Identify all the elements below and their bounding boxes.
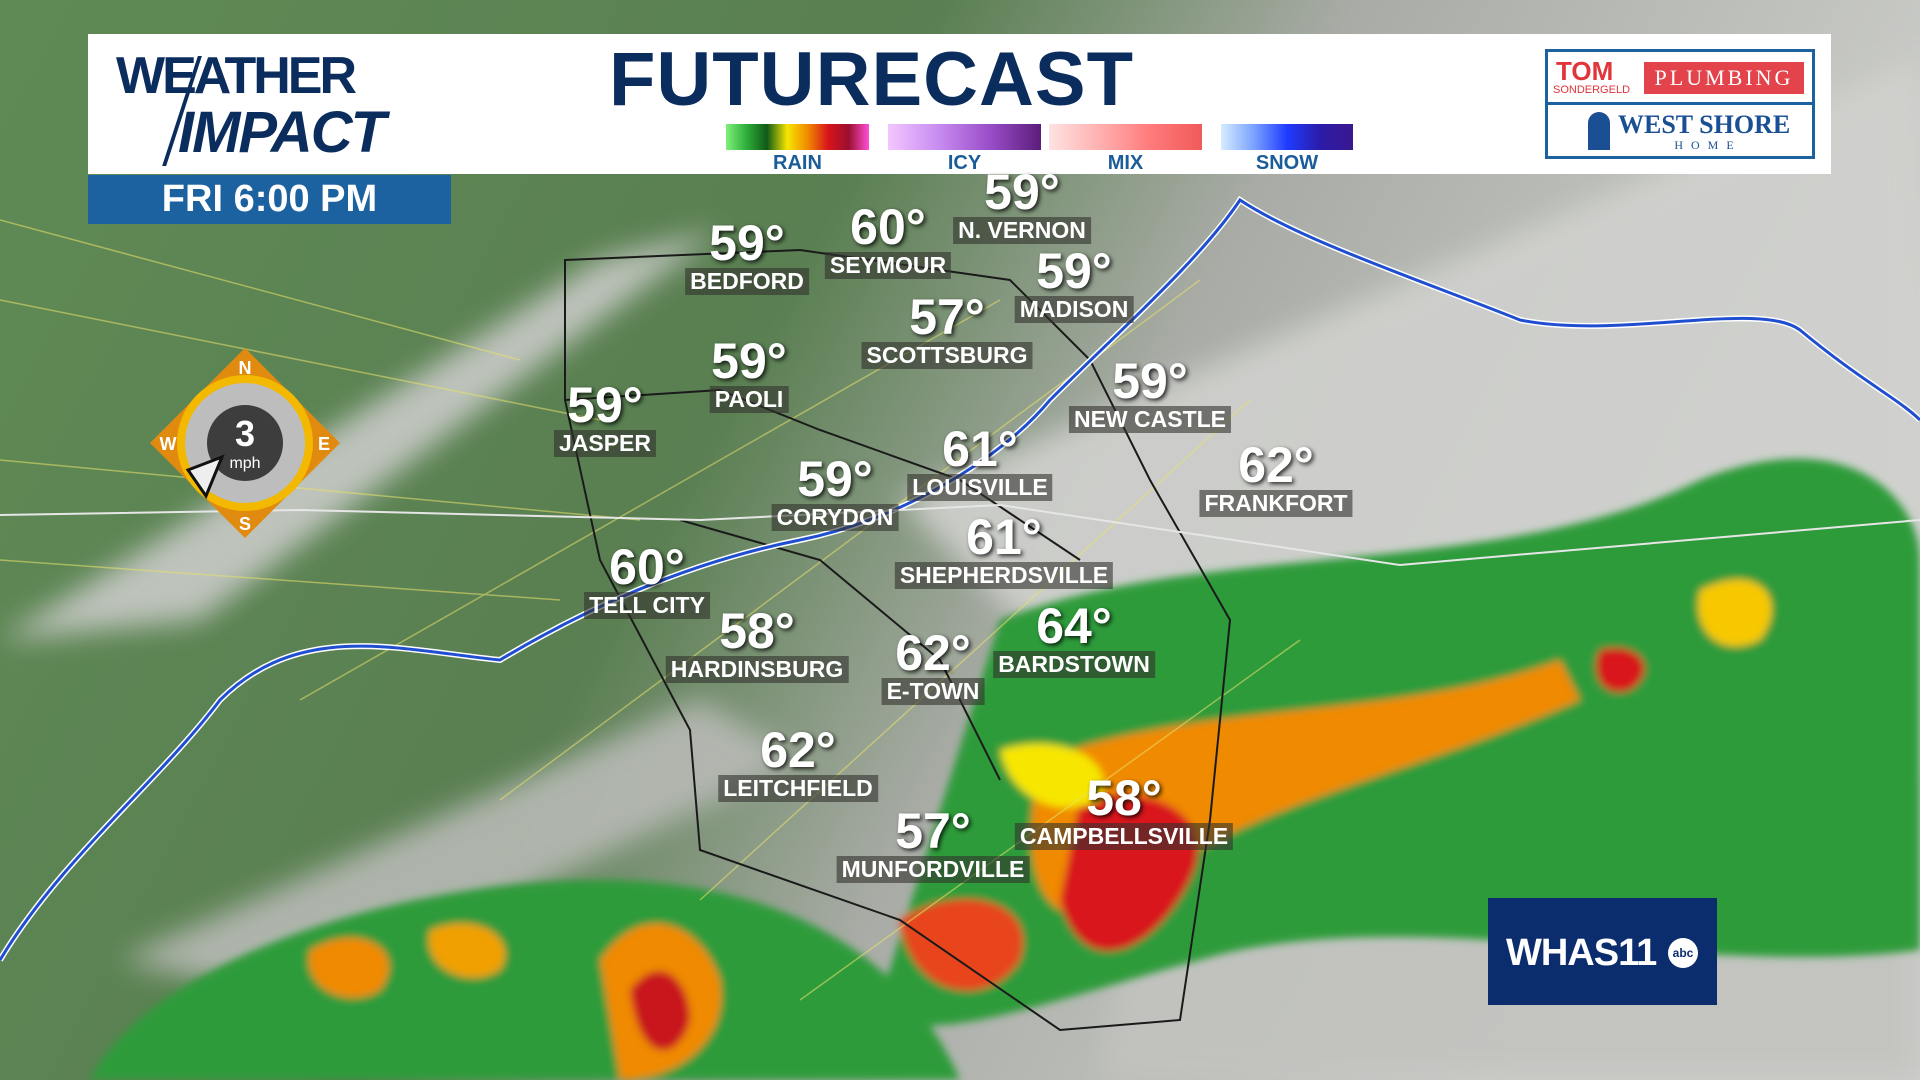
city-name: MADISON bbox=[1014, 296, 1134, 324]
legend-bar bbox=[726, 124, 869, 150]
city-name: FRANKFORT bbox=[1199, 490, 1353, 518]
city-name: MUNFORDVILLE bbox=[836, 856, 1030, 884]
window-icon bbox=[1588, 112, 1610, 150]
city-temp: 62° bbox=[1238, 437, 1314, 493]
city-label: 64° BARDSTOWN bbox=[993, 598, 1155, 679]
city-name: TELL CITY bbox=[584, 592, 710, 620]
compass-s: S bbox=[239, 514, 251, 534]
city-name: CAMPBELLSVILLE bbox=[1014, 823, 1234, 851]
city-name: SHEPHERDSVILLE bbox=[894, 562, 1114, 590]
sponsor-sondergeld: SONDERGELD bbox=[1553, 84, 1631, 96]
header-bar: WEATHER IMPACT FUTURECAST RAIN ICY MIX S… bbox=[88, 34, 1831, 174]
wind-compass: N E S W 3 mph bbox=[146, 344, 344, 542]
city-name: HARDINSBURG bbox=[665, 656, 849, 684]
city-label: 59° CORYDON bbox=[771, 451, 899, 532]
legend-bar bbox=[1221, 124, 1353, 150]
sponsor-tom: TOM bbox=[1556, 56, 1614, 86]
city-name: BEDFORD bbox=[685, 268, 809, 296]
compass-w: W bbox=[160, 434, 177, 454]
city-label: 60° SEYMOUR bbox=[824, 199, 952, 280]
city-label: 59° NEW CASTLE bbox=[1068, 353, 1232, 434]
city-name: SEYMOUR bbox=[824, 252, 952, 280]
city-temp: 59° bbox=[1112, 353, 1188, 409]
city-label: 62° FRANKFORT bbox=[1199, 437, 1353, 518]
city-label: 61° SHEPHERDSVILLE bbox=[894, 509, 1114, 590]
city-temp: 58° bbox=[719, 603, 795, 659]
station-call: WHAS11 bbox=[1506, 932, 1657, 974]
city-temp: 59° bbox=[984, 164, 1060, 220]
city-name: JASPER bbox=[553, 430, 657, 458]
legend-label: RAIN bbox=[773, 152, 822, 174]
city-temp: 59° bbox=[797, 451, 873, 507]
city-temp: 61° bbox=[966, 509, 1042, 565]
city-temp: 57° bbox=[909, 289, 985, 345]
city-temp: 57° bbox=[895, 803, 971, 859]
legend-snow: SNOW bbox=[1221, 124, 1353, 174]
city-name: E-TOWN bbox=[881, 678, 985, 706]
city-temp: 59° bbox=[709, 215, 785, 271]
city-label: 58° HARDINSBURG bbox=[665, 603, 849, 684]
abc-logo: abc bbox=[1668, 938, 1698, 968]
page-title: FUTURECAST bbox=[608, 37, 1135, 122]
city-label: 61° LOUISVILLE bbox=[907, 421, 1053, 502]
compass-icon: N E S W 3 mph bbox=[150, 348, 340, 538]
legend-rain: RAIN bbox=[726, 124, 869, 174]
city-label: 62° LEITCHFIELD bbox=[718, 722, 878, 803]
city-label: 59° N. VERNON bbox=[953, 164, 1091, 245]
city-temp: 59° bbox=[711, 333, 787, 389]
city-label: 59° PAOLI bbox=[709, 333, 789, 414]
city-name: CORYDON bbox=[771, 504, 899, 532]
city-label: 59° MADISON bbox=[1014, 243, 1134, 324]
wind-speed: 3 bbox=[235, 413, 255, 454]
city-temp: 61° bbox=[942, 421, 1018, 477]
sponsor-logo: TOM SONDERGELD PLUMBING WEST SHORE HOME bbox=[1545, 49, 1815, 159]
legend-bar bbox=[1049, 124, 1202, 150]
city-name: N. VERNON bbox=[953, 217, 1091, 245]
wind-unit: mph bbox=[229, 455, 260, 472]
city-temp: 60° bbox=[609, 539, 685, 595]
city-name: SCOTTSBURG bbox=[861, 342, 1033, 370]
city-label: 62° E-TOWN bbox=[881, 625, 985, 706]
city-label: 59° JASPER bbox=[553, 377, 657, 458]
city-name: BARDSTOWN bbox=[993, 651, 1155, 679]
sponsor-home: HOME bbox=[1674, 138, 1742, 152]
logo-weather-text: WEATHER bbox=[116, 47, 357, 105]
legend-bar bbox=[888, 124, 1041, 150]
legend-label: ICY bbox=[947, 152, 982, 174]
city-temp: 62° bbox=[895, 625, 971, 681]
logo-impact-text: IMPACT bbox=[178, 100, 386, 165]
city-temp: 59° bbox=[567, 377, 643, 433]
city-name: NEW CASTLE bbox=[1068, 406, 1232, 434]
forecast-time: FRI 6:00 PM bbox=[88, 175, 451, 224]
city-temp: 58° bbox=[1086, 770, 1162, 826]
city-temp: 64° bbox=[1036, 598, 1112, 654]
city-label: 58° CAMPBELLSVILLE bbox=[1014, 770, 1234, 851]
city-name: LOUISVILLE bbox=[907, 474, 1053, 502]
city-label: 57° SCOTTSBURG bbox=[861, 289, 1033, 370]
station-logo: WHAS11 abc bbox=[1488, 898, 1717, 1005]
city-label: 57° MUNFORDVILLE bbox=[836, 803, 1030, 884]
sponsor-plumbing: PLUMBING bbox=[1644, 62, 1804, 94]
city-temp: 62° bbox=[760, 722, 836, 778]
legend-label: MIX bbox=[1107, 152, 1144, 174]
compass-n: N bbox=[239, 358, 252, 378]
city-temp: 59° bbox=[1036, 243, 1112, 299]
city-temp: 60° bbox=[850, 199, 926, 255]
city-name: PAOLI bbox=[709, 386, 789, 414]
legend-label: SNOW bbox=[1255, 152, 1319, 174]
city-name: LEITCHFIELD bbox=[718, 775, 878, 803]
compass-e: E bbox=[318, 434, 330, 454]
legend-mix: MIX bbox=[1049, 124, 1202, 174]
city-label: 60° TELL CITY bbox=[584, 539, 710, 620]
city-label: 59° BEDFORD bbox=[685, 215, 809, 296]
legend-icy: ICY bbox=[888, 124, 1041, 174]
sponsor-westshore: WEST SHORE bbox=[1618, 110, 1791, 139]
